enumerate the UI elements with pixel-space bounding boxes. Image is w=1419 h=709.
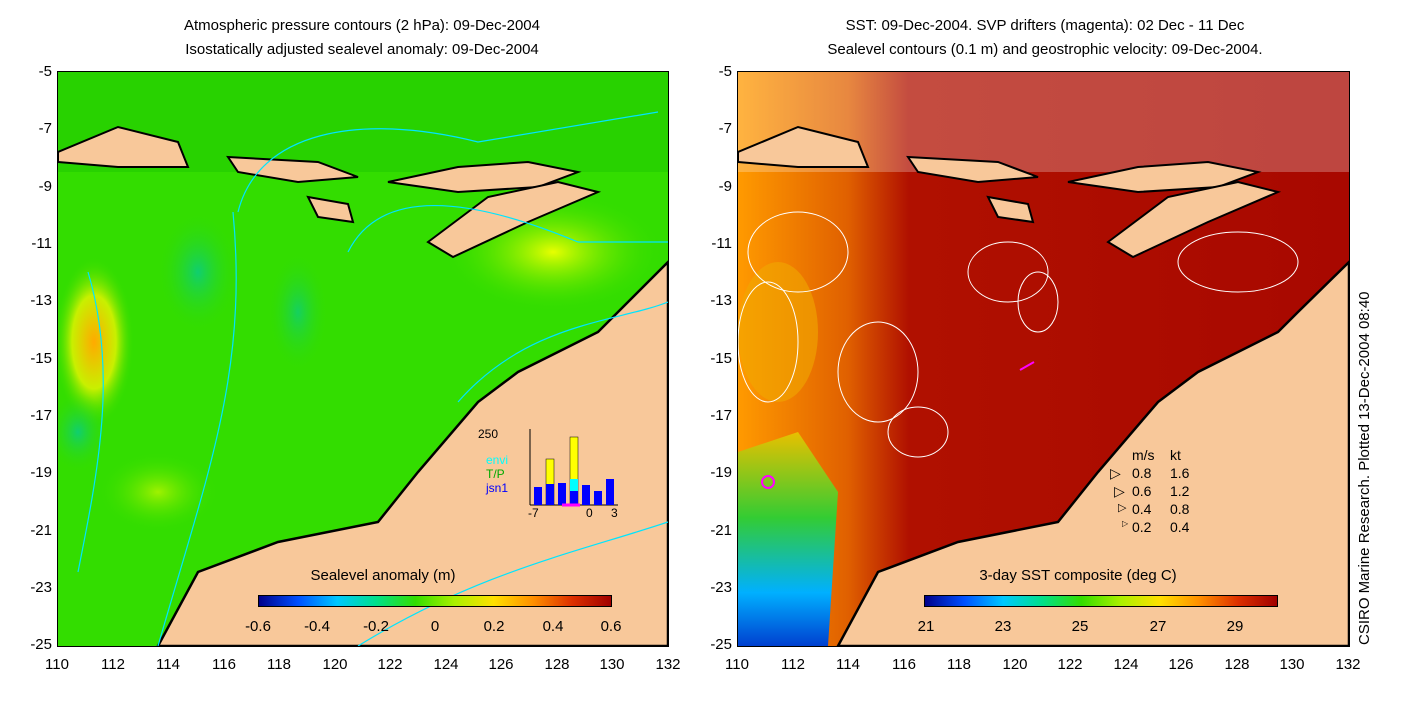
left-y-tick: -15 [30,350,52,367]
sst-map: m/s kt ▷ 0.8 1.6 ▷ 0.6 1.2 ▷ 0.4 0.8 ▷ 0… [737,71,1350,647]
positive-anomaly-blob [58,257,134,427]
inset-x-min: -7 [528,506,539,520]
right-y-tick: -7 [718,120,732,137]
left-y-tick: -23 [30,579,52,596]
sealevel-map-graphic [58,72,668,646]
left-y-tick: -19 [30,464,52,481]
right-y-tick: -17 [710,407,732,424]
right-x-tick: 120 [1002,656,1028,673]
left-x-tick: 130 [599,656,625,673]
left-cbar-label: -0.4 [304,618,330,635]
left-y-tick: -13 [30,292,52,309]
left-x-tick: 132 [655,656,681,673]
inset-series-envi: envi [486,453,509,467]
plot-credit: CSIRO Marine Research. Plotted 13-Dec-20… [1356,291,1373,645]
right-cbar-label: 25 [1071,618,1089,635]
left-y-tick: -17 [30,407,52,424]
java-land [58,125,190,168]
australia-land [156,260,668,646]
left-x-tick: 126 [488,656,514,673]
drifter-track [1019,361,1035,371]
right-colorbar [924,595,1278,607]
right-x-tick: 116 [892,656,916,673]
right-cbar-label: 23 [994,618,1012,635]
right-y-tick: -11 [711,235,732,252]
left-x-tick: 118 [267,656,291,673]
right-cbar-label: 21 [917,618,935,635]
inset-series-tp: T/P [486,467,505,481]
australia-land [836,260,1349,646]
sst-map-graphic [738,72,1349,646]
left-y-tick: -5 [38,63,52,80]
drifter-track [761,475,775,489]
right-y-tick: -23 [710,579,732,596]
sealevel-anomaly-map: 250 envi T/P jsn1 -7 0 3 Sealevel anomal… [57,71,669,647]
right-y-tick: -21 [710,522,732,539]
right-y-tick: -19 [710,464,732,481]
left-y-tick: -21 [30,522,52,539]
left-cbar-label: -0.2 [363,618,389,635]
right-y-tick: -25 [710,636,732,653]
sumba-land [306,195,355,224]
right-x-tick: 130 [1279,656,1305,673]
right-cbar-label: 27 [1149,618,1167,635]
left-x-tick: 112 [101,656,125,673]
altimeter-inset: 250 envi T/P jsn1 -7 0 3 [478,427,628,520]
inset-series-jsn1: jsn1 [486,481,509,495]
left-x-tick: 110 [45,656,69,673]
left-colorbar-title: Sealevel anomaly (m) [310,567,456,584]
left-x-tick: 120 [322,656,348,673]
right-y-tick: -9 [718,178,732,195]
left-y-tick: -7 [38,120,52,137]
inset-x-max: 3 [611,506,618,520]
left-x-tick: 128 [544,656,570,673]
velocity-legend-header-kt: kt [1170,447,1181,463]
inset-x-zero: 0 [586,506,593,520]
left-cbar-label: 0.6 [600,618,622,635]
right-x-tick: 110 [725,656,749,673]
right-x-tick: 128 [1224,656,1250,673]
left-cbar-label: 0.2 [483,618,505,635]
left-cbar-label: 0.4 [542,618,564,635]
left-x-tick: 116 [212,656,236,673]
left-x-tick: 124 [433,656,459,673]
inset-ymax-label: 250 [478,427,499,441]
right-x-tick: 122 [1057,656,1083,673]
right-cbar-label: 29 [1226,618,1244,635]
left-x-tick: 114 [156,656,180,673]
left-title-line2: Isostatically adjusted sealevel anomaly:… [185,41,539,58]
right-y-tick: -13 [710,292,732,309]
velocity-legend-header-ms: m/s [1132,447,1155,463]
right-x-tick: 132 [1335,656,1361,673]
right-x-tick: 112 [781,656,805,673]
right-y-tick: -5 [718,63,732,80]
right-x-tick: 114 [836,656,860,673]
left-cbar-label: -0.6 [245,618,271,635]
inset-bars [529,429,618,507]
left-y-tick: -9 [38,178,52,195]
right-colorbar-title: 3-day SST composite (deg C) [979,567,1177,584]
left-y-tick: -25 [30,636,52,653]
left-colorbar [258,595,612,607]
left-title-line1: Atmospheric pressure contours (2 hPa): 0… [183,17,540,34]
left-x-tick: 122 [377,656,403,673]
right-title-line1: SST: 09-Dec-2004. SVP drifters (magenta)… [845,17,1245,34]
left-cbar-label: 0 [430,618,440,635]
right-title-line2: Sealevel contours (0.1 m) and geostrophi… [827,41,1263,58]
timor-land [426,180,602,259]
right-x-tick: 126 [1168,656,1194,673]
right-x-tick: 124 [1113,656,1139,673]
left-y-tick: -11 [31,235,52,252]
right-x-tick: 118 [947,656,971,673]
right-y-tick: -15 [710,350,732,367]
